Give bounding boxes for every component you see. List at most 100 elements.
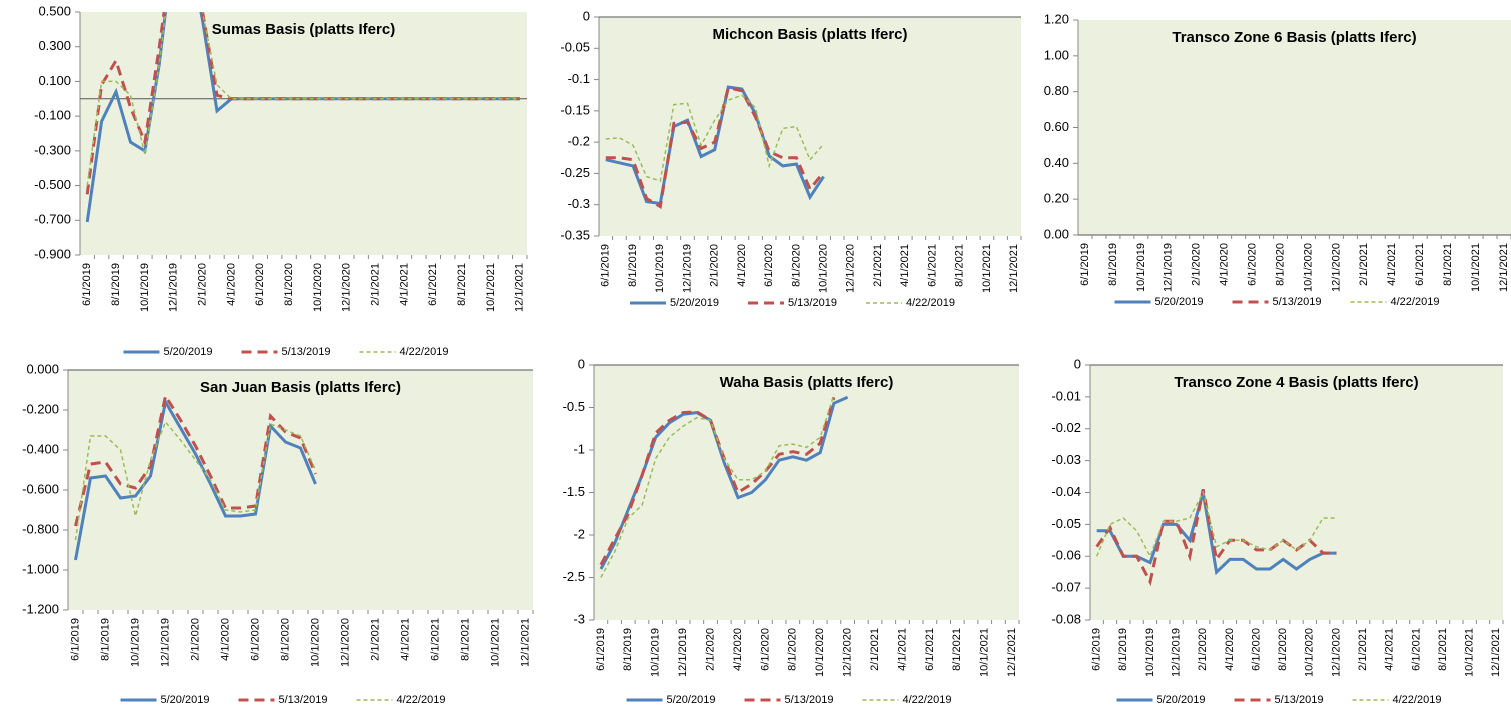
x-tick-label: 12/1/2019 — [1171, 628, 1183, 677]
series-line — [85, 12, 520, 195]
chart-title: Transco Zone 6 Basis (platts Iferc) — [1172, 29, 1416, 46]
y-tick-label: -0.5 — [563, 399, 585, 414]
x-tick-label: 4/1/2021 — [1384, 628, 1396, 671]
y-tick-label: -0.2 — [568, 134, 590, 149]
y-tick-label: -0.25 — [560, 165, 590, 180]
series-line — [600, 394, 835, 578]
x-tick-label: 12/1/2020 — [842, 628, 854, 677]
x-tick-label: 2/1/2020 — [1191, 243, 1203, 286]
y-tick-label: -0.05 — [1051, 516, 1081, 531]
x-tick-label: 4/1/2020 — [219, 618, 231, 661]
y-tick-label: -0.07 — [1051, 580, 1081, 595]
series-line — [605, 94, 825, 182]
x-tick-label: 4/1/2021 — [899, 244, 911, 287]
x-tick-label: 2/1/2021 — [1357, 628, 1369, 671]
x-tick-label: 4/1/2021 — [399, 618, 411, 661]
plot-area — [1078, 20, 1511, 235]
x-tick-label: 10/1/2021 — [979, 628, 991, 677]
plot-area — [80, 12, 527, 255]
legend-label: 4/22/2019 — [903, 694, 952, 706]
y-tick-label: -0.400 — [22, 441, 59, 456]
x-tick-label: 8/1/2020 — [1277, 628, 1289, 671]
x-tick-label: 4/1/2020 — [1224, 628, 1236, 671]
y-tick-label: 0.500 — [38, 3, 71, 18]
x-tick-label: 10/1/2021 — [1464, 628, 1476, 677]
y-tick-label: -0.300 — [34, 142, 71, 157]
x-tick-label: 12/1/2021 — [519, 618, 531, 667]
y-tick-label: 0 — [583, 8, 590, 23]
legend-label: 5/13/2019 — [282, 346, 331, 358]
legend-label: 5/20/2019 — [161, 694, 210, 706]
y-tick-label: -1 — [573, 441, 585, 456]
y-tick-label: -3 — [573, 611, 585, 626]
series-group — [85, 12, 520, 223]
y-tick-label: -0.900 — [34, 246, 71, 261]
x-tick-label: 6/1/2019 — [595, 628, 607, 671]
x-tick-label: 4/1/2021 — [896, 628, 908, 671]
x-tick-label: 10/1/2019 — [1144, 628, 1156, 677]
x-tick-label: 12/1/2020 — [845, 244, 857, 293]
x-tick-label: 2/1/2020 — [196, 263, 208, 306]
plot-area — [1090, 365, 1503, 620]
x-tick-label: 6/1/2019 — [1079, 243, 1091, 286]
y-tick-label: -0.05 — [560, 40, 590, 55]
x-tick-label: 2/1/2020 — [1197, 628, 1209, 671]
x-tick-label: 6/1/2020 — [1247, 243, 1259, 286]
x-tick-label: 8/1/2020 — [279, 618, 291, 661]
legend-label: 4/22/2019 — [906, 297, 955, 309]
x-tick-label: 4/1/2020 — [225, 263, 237, 306]
series-group — [599, 394, 849, 578]
plot-area — [594, 365, 1019, 620]
y-tick-label: -0.100 — [34, 108, 71, 123]
series-line — [1095, 489, 1337, 587]
chart: 0 -0.05 -0.1 -0.15 -0.2 -0.25 -0.3 -0.35 6/1/201… — [560, 8, 1022, 309]
x-tick-label: 10/1/2021 — [485, 263, 497, 312]
chart-title: Sumas Basis (platts Iferc) — [212, 21, 395, 38]
series-line — [605, 85, 825, 210]
y-tick-label: -1.5 — [563, 484, 585, 499]
x-tick-label: 10/1/2019 — [129, 618, 141, 667]
x-tick-label: 8/1/2021 — [1442, 243, 1454, 286]
y-tick-label: 0.00 — [1044, 226, 1069, 241]
x-tick-label: 10/1/2019 — [650, 628, 662, 677]
x-tick-label: 10/1/2020 — [309, 618, 321, 667]
chart: 0.000 -0.200 -0.400 -0.600 -0.800 -1.000 -1.20… — [22, 361, 534, 706]
x-tick-label: 10/1/2020 — [312, 263, 324, 312]
series-line — [74, 397, 317, 561]
x-tick-label: 4/1/2020 — [736, 244, 748, 287]
legend-label: 5/13/2019 — [279, 694, 328, 706]
x-tick-label: 8/1/2021 — [459, 618, 471, 661]
y-tick-label: 0.60 — [1044, 119, 1069, 134]
y-tick-label: 1.20 — [1044, 11, 1069, 26]
legend-label: 5/20/2019 — [164, 346, 213, 358]
x-tick-label: 8/1/2020 — [787, 628, 799, 671]
plot-area — [68, 370, 533, 610]
y-tick-label: -0.500 — [34, 177, 71, 192]
x-tick-label: 2/1/2020 — [709, 244, 721, 287]
y-tick-label: -0.700 — [34, 212, 71, 227]
y-tick-label: -0.01 — [1051, 388, 1081, 403]
y-tick-label: 0.300 — [38, 38, 71, 53]
x-tick-label: 10/1/2021 — [1470, 243, 1482, 292]
series-group — [1095, 489, 1337, 587]
x-tick-label: 12/1/2021 — [1490, 628, 1502, 677]
x-tick-label: 8/1/2021 — [1437, 628, 1449, 671]
x-tick-label: 10/1/2019 — [654, 244, 666, 293]
x-tick-label: 4/1/2021 — [1386, 243, 1398, 286]
series-line — [605, 85, 825, 206]
x-tick-label: 12/1/2020 — [341, 263, 353, 312]
x-tick-label: 8/1/2020 — [790, 244, 802, 287]
x-tick-label: 2/1/2021 — [1358, 243, 1370, 286]
x-tick-label: 2/1/2020 — [189, 618, 201, 661]
x-tick-label: 10/1/2020 — [818, 244, 830, 293]
y-tick-label: -2.5 — [563, 569, 585, 584]
x-tick-label: 8/1/2019 — [1117, 628, 1129, 671]
y-tick-label: -0.600 — [22, 481, 59, 496]
x-tick-label: 6/1/2021 — [1414, 243, 1426, 286]
series-line — [1096, 490, 1337, 559]
y-tick-label: -0.02 — [1051, 420, 1081, 435]
x-tick-label: 6/1/2020 — [1250, 628, 1262, 671]
legend-label: 4/22/2019 — [1393, 694, 1442, 706]
y-tick-label: 0 — [578, 356, 585, 371]
